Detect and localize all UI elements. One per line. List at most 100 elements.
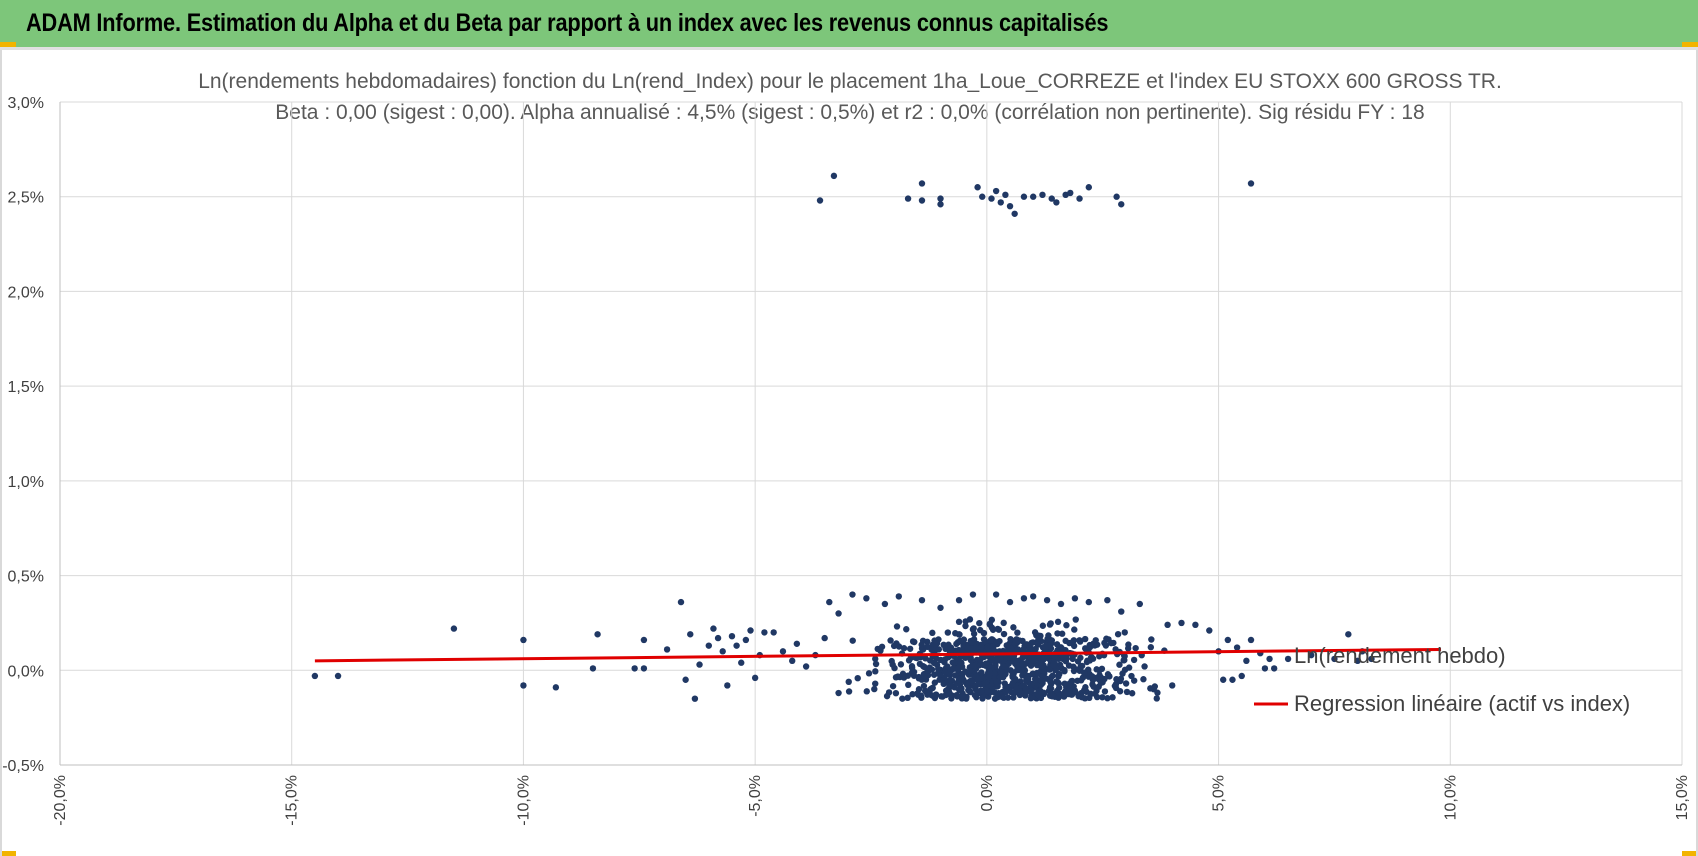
scatter-point [1005,660,1012,667]
y-tick-label: 1,0% [8,474,44,491]
scatter-point [987,664,995,672]
scatter-point [981,680,988,687]
scatter-point [888,657,895,665]
scatter-point [1098,665,1106,672]
scatter-point [1284,655,1292,663]
scatter-point [947,676,954,684]
scatter-point [1354,657,1361,665]
scatter-point [872,655,879,663]
scatter-point [1141,663,1148,670]
scatter-point [1091,690,1099,697]
scatter-point [1010,673,1017,680]
scatter-point [1047,685,1055,692]
scatter-point [918,197,926,204]
scatter-point [1074,658,1082,665]
scatter-point [1266,655,1273,663]
scatter-point [691,695,699,702]
scatter-point [728,632,736,640]
scatter-point [663,646,671,653]
scatter-point [955,596,963,604]
scatter-point [1076,638,1084,645]
y-tick-label: 1,5% [8,379,44,396]
scatter-point [816,197,824,204]
scatter-point [945,690,953,697]
legend: Ln(rendement hebdo) Regression linéaire … [1254,643,1630,716]
scatter-point [1053,641,1061,648]
scatter-point [1099,694,1106,701]
scatter-point [738,659,745,666]
scatter-point [1039,622,1047,629]
x-axis-ticks: -20,0% -15,0% -10,0% -5,0% 0,0% 5,0% 10,0% 15,0… [52,775,1691,826]
scatter-point [1238,672,1245,680]
y-tick-label: 2,5% [8,190,44,207]
scatter-point [682,676,689,683]
scatter-point [1057,600,1065,608]
scatter-point [1128,672,1135,680]
scatter-point [988,624,996,631]
scatter-point [714,634,722,642]
scatter-point [971,691,979,699]
scatter-point [978,669,985,676]
legend-label-scatter: Ln(rendement hebdo) [1294,643,1506,668]
scatter-point [1368,655,1375,663]
scatter-point [958,693,966,700]
scatter-point [1020,595,1028,602]
y-tick-label: 0,0% [8,663,44,680]
scatter-point [724,682,731,689]
gridlines [59,101,1683,766]
scatter-point [1055,684,1063,691]
scatter-point [845,678,852,686]
scatter-point [872,680,879,687]
scatter-point [892,689,900,697]
scatter-point [1169,682,1176,689]
corner-accent-top-left [0,42,16,47]
scatter-point [1070,642,1078,650]
scatter-point [962,668,969,675]
scatter-point [849,637,856,644]
scatter-point [937,201,944,208]
x-tick-label: -15,0% [284,775,301,826]
scatter-point [981,661,988,668]
scatter-point [987,682,995,690]
scatter-point [1233,644,1241,651]
scatter-point [1007,635,1014,643]
scatter-point [1345,631,1352,638]
scatter-point [779,648,787,655]
scatter-point [922,655,929,662]
scatter-point [1192,621,1199,629]
scatter-point [1224,636,1232,644]
x-tick-label: -10,0% [515,775,532,826]
scatter-point [1116,661,1123,668]
scatter-point [1093,666,1100,673]
scatter-point [1101,688,1109,695]
scatter-point [1112,681,1120,688]
scatter-point [935,669,942,676]
scatter-point [1247,180,1255,187]
scatter-point [747,627,754,634]
scatter-point [996,637,1003,645]
scatter-point [952,630,959,637]
scatter-point [863,595,870,602]
scatter-point [710,625,717,632]
scatter-point [1061,680,1068,687]
scatter-point [1118,608,1125,615]
scatter-point [1043,596,1051,604]
scatter-point [974,184,981,191]
legend-label-regression: Regression linéaire (actif vs index) [1294,691,1630,716]
scatter-point [1087,654,1095,661]
scatter-point [1062,637,1069,645]
scatter-point [826,598,833,606]
scatter-point [1113,193,1120,200]
scatter-point [1085,184,1093,191]
scatter-point [802,663,810,670]
scatter-point [1002,191,1009,199]
scatter-point [1095,683,1102,690]
scatter-point [845,688,853,695]
scatter-point [928,646,935,653]
scatter-point [911,638,918,646]
scatter-point [1128,690,1136,697]
scatter-point [1123,688,1131,696]
scatter-point [1112,646,1119,653]
scatter-point [1016,666,1023,674]
scatter-point [889,682,897,690]
